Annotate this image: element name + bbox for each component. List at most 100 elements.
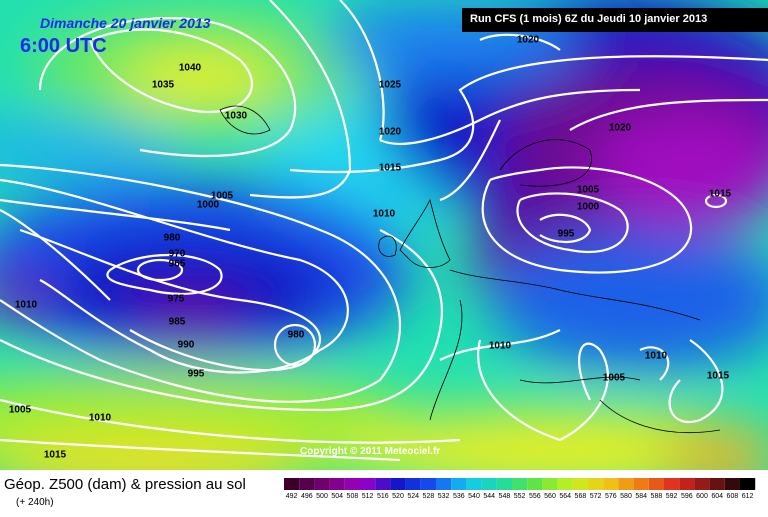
isobar-label: 965: [169, 259, 186, 270]
scale-label: 492: [286, 493, 298, 500]
scale-label: 596: [681, 493, 693, 500]
scale-label: 544: [483, 493, 495, 500]
isobar-label: 980: [164, 233, 181, 244]
isobar-label: 1040: [179, 63, 202, 74]
date: Dimanche 20 janvier 2013: [40, 15, 211, 31]
scale-swatch: [694, 478, 710, 490]
isobar-label: 1025: [379, 80, 402, 91]
isobar-label: 1005: [211, 191, 234, 202]
isobar-label: 1010: [373, 209, 396, 220]
isobar-label: 980: [288, 330, 305, 341]
isobar-label: 1015: [379, 163, 402, 174]
scale-label: 548: [499, 493, 511, 500]
scale-label: 564: [559, 493, 571, 500]
scale-swatch: [420, 478, 436, 490]
scale-swatch: [360, 478, 376, 490]
scale-label: 496: [301, 493, 313, 500]
isobar-label: 1030: [225, 111, 248, 122]
scale-label: 516: [377, 493, 389, 500]
scale-swatch: [724, 478, 740, 490]
color-scale: 492 496 500 504 508 512 516 520 524 528 532 536 540 5…: [284, 478, 756, 500]
scale-swatch: [618, 478, 634, 490]
scale-label: 584: [635, 493, 647, 500]
scale-swatch: [466, 478, 482, 490]
isobar-label: 1005: [603, 373, 626, 384]
scale-swatch: [496, 478, 512, 490]
isobar-label: 1020: [609, 123, 632, 134]
scale-swatch: [299, 478, 315, 490]
isobar-label: 1010: [489, 341, 512, 352]
scale-swatch: [314, 478, 330, 490]
scale-label: 576: [605, 493, 617, 500]
isobar-label: 1015: [44, 450, 67, 461]
scale-swatch: [436, 478, 452, 490]
isobar-label: 1010: [89, 413, 112, 424]
isobar-label: 1020: [517, 35, 540, 46]
scale-label: 568: [575, 493, 587, 500]
scale-swatch: [375, 478, 391, 490]
scale-swatch: [329, 478, 345, 490]
scale-swatch: [709, 478, 725, 490]
footer-title: Géop. Z500 (dam) & pression au sol: [4, 476, 246, 493]
run: Run CFS (1 mois) 6Z du Jeudi 10 janvier …: [470, 13, 707, 25]
isobar-label: 990: [178, 340, 195, 351]
scale-label: 608: [727, 493, 739, 500]
scale-swatch: [679, 478, 695, 490]
scale-label: 556: [529, 493, 541, 500]
isobar-label: 1010: [645, 351, 668, 362]
scale-label: 612: [742, 493, 754, 500]
scale-swatch: [527, 478, 543, 490]
isobar-label: 975: [168, 294, 185, 305]
time: 6:00 UTC: [20, 35, 107, 57]
scale-label: 500: [316, 493, 328, 500]
isobar-label: 1015: [707, 371, 730, 382]
isobar-label: 1035: [152, 80, 175, 91]
scale-swatch: [633, 478, 649, 490]
scale-swatch: [557, 478, 573, 490]
scale-label: 508: [347, 493, 359, 500]
scale-swatch: [344, 478, 360, 490]
isobar-label: 995: [558, 229, 575, 240]
isobar-label: 970: [169, 249, 186, 260]
scale-swatch: [542, 478, 558, 490]
scale-swatch: [572, 478, 588, 490]
scale-label: 540: [468, 493, 480, 500]
isobar-labels: 1020104010351030102510201015100510001010…: [9, 35, 732, 461]
scale-label: 512: [362, 493, 374, 500]
isobar-label: 985: [169, 317, 186, 328]
run-box: [462, 8, 768, 32]
isobar-label: 1000: [197, 200, 220, 211]
scale-label: 588: [651, 493, 663, 500]
coastlines: [219, 105, 721, 434]
scale-swatch: [603, 478, 619, 490]
scale-swatch: [512, 478, 528, 490]
isobar-label: 1020: [379, 127, 402, 138]
isobar-label: 1010: [15, 300, 38, 311]
scale-swatch: [588, 478, 604, 490]
scale-label: 504: [331, 493, 343, 500]
scale-label: 520: [392, 493, 404, 500]
scale-label: 604: [711, 493, 723, 500]
scale-label: 580: [620, 493, 632, 500]
scale-label: 528: [423, 493, 435, 500]
scale-swatch: [451, 478, 467, 490]
scale-label: 600: [696, 493, 708, 500]
scale-swatch: [664, 478, 680, 490]
isobar-label: 1000: [577, 202, 600, 213]
isobar-label: 1015: [709, 189, 732, 200]
scale-swatch: [390, 478, 406, 490]
field: 1020104010351030102510201015100510001010…: [0, 0, 768, 470]
lead-time: (+ 240h): [16, 497, 54, 508]
scale-label: 552: [514, 493, 526, 500]
copyright: Copyright © 2011 Meteociel.fr: [300, 446, 440, 457]
scale-label: 572: [590, 493, 602, 500]
scale-label: 592: [666, 493, 678, 500]
scale-swatch: [284, 478, 300, 490]
scale-label: 560: [544, 493, 556, 500]
scale-swatch: [405, 478, 421, 490]
isobar-label: 1005: [9, 405, 32, 416]
scale-swatch: [481, 478, 497, 490]
scale-label: 536: [453, 493, 465, 500]
isobar-label: 1005: [577, 185, 600, 196]
